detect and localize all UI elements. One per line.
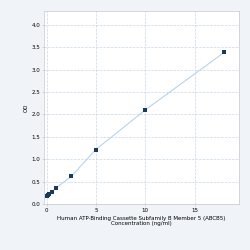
X-axis label: Human ATP-Binding Cassette Subfamily B Member 5 (ABCB5)
Concentration (ng/ml): Human ATP-Binding Cassette Subfamily B M… [57,216,226,226]
Point [143,108,147,112]
Point [45,194,49,198]
Point [69,174,73,178]
Point [46,193,50,197]
Point [94,148,98,152]
Point [47,192,51,196]
Point [54,186,58,190]
Y-axis label: OD: OD [24,104,28,112]
Point [222,50,226,54]
Point [44,194,48,198]
Point [50,190,54,194]
